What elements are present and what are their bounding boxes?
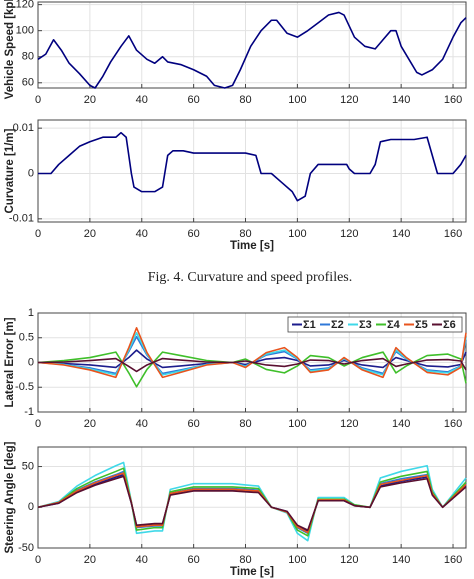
x-tick-label: 80	[239, 554, 251, 566]
y-axis-label: Vehicle Speed [kph]	[4, 0, 16, 99]
y-tick-label: 0.01	[13, 122, 34, 134]
x-tick-label: 20	[84, 228, 96, 240]
x-tick-label: 60	[188, 554, 200, 566]
x-tick-label: 40	[136, 554, 148, 566]
y-tick-label: 0	[28, 501, 34, 513]
y-tick-label: 0.5	[19, 332, 34, 344]
data-line	[37, 332, 467, 376]
x-tick-label: 120	[340, 554, 358, 566]
x-tick-label: 60	[188, 228, 200, 240]
x-tick-label: 100	[288, 94, 306, 106]
x-tick-label: 140	[392, 228, 410, 240]
x-tick-label: 60	[188, 418, 200, 430]
x-tick-label: 40	[136, 94, 148, 106]
x-tick-label: 160	[444, 554, 462, 566]
data-line	[37, 349, 467, 369]
x-tick-label: 0	[35, 228, 41, 240]
x-tick-label: 140	[392, 418, 410, 430]
data-line	[37, 327, 467, 379]
plot-frame	[37, 446, 467, 549]
caption: Fig. 4. Curvature and speed profiles.	[148, 270, 353, 285]
x-tick-label: 120	[340, 418, 358, 430]
plot-frame	[37, 1, 467, 89]
y-tick-label: -1	[24, 406, 34, 418]
x-tick-label: 120	[340, 228, 358, 240]
y-tick-label: 0	[28, 167, 34, 179]
data-line	[37, 475, 467, 531]
y-axis-label: Steering Angle [deg]	[4, 441, 16, 553]
x-tick-label: 80	[239, 94, 251, 106]
x-tick-label: 20	[84, 554, 96, 566]
y-tick-label: 1	[28, 307, 34, 319]
x-tick-label: 0	[35, 554, 41, 566]
data-line	[37, 461, 467, 542]
x-tick-label: 20	[84, 94, 96, 106]
x-axis-label: Time [s]	[230, 566, 274, 578]
legend-label: Σ2	[331, 319, 344, 331]
x-tick-label: 160	[444, 418, 462, 430]
y-tick-label: 120	[16, 0, 34, 11]
legend-box	[287, 316, 463, 333]
y-tick-label: -0.5	[15, 381, 34, 393]
x-tick-label: 60	[188, 94, 200, 106]
x-tick-label: 160	[444, 228, 462, 240]
data-line	[37, 11, 467, 89]
legend-label: Σ6	[443, 319, 456, 331]
legend-label: Σ4	[387, 319, 401, 331]
data-line	[37, 351, 467, 388]
x-tick-label: 0	[35, 418, 41, 430]
legend-label: Σ1	[303, 319, 316, 331]
y-axis-label: Curvature [1/m]	[4, 128, 16, 213]
y-tick-label: 60	[22, 77, 34, 89]
legend-label: Σ5	[415, 319, 428, 331]
x-tick-label: 0	[35, 94, 41, 106]
y-tick-label: 50	[22, 460, 34, 472]
x-tick-label: 20	[84, 418, 96, 430]
x-tick-label: 120	[340, 94, 358, 106]
data-line	[37, 357, 467, 373]
x-tick-label: 80	[239, 418, 251, 430]
legend-label: Σ3	[359, 319, 372, 331]
x-axis-label: Time [s]	[230, 240, 274, 252]
y-tick-label: 100	[16, 25, 34, 37]
data-line	[38, 131, 467, 202]
x-tick-label: 100	[288, 554, 306, 566]
x-tick-label: 160	[444, 94, 462, 106]
y-tick-label: 0	[28, 356, 34, 368]
x-tick-label: 140	[392, 554, 410, 566]
x-tick-label: 100	[288, 418, 306, 430]
y-axis-label: Lateral Error [m]	[4, 317, 16, 407]
x-tick-label: 140	[392, 94, 410, 106]
x-tick-label: 40	[136, 228, 148, 240]
plot-frame	[37, 119, 467, 223]
x-tick-label: 100	[288, 228, 306, 240]
legend: Σ1 Σ2 Σ3 Σ4 Σ5 Σ6	[287, 316, 463, 333]
y-tick-label: 80	[22, 51, 34, 63]
x-tick-label: 40	[136, 418, 148, 430]
x-tick-label: 80	[239, 228, 251, 240]
y-tick-label: -0.01	[9, 213, 34, 225]
y-tick-label: -50	[18, 542, 34, 554]
